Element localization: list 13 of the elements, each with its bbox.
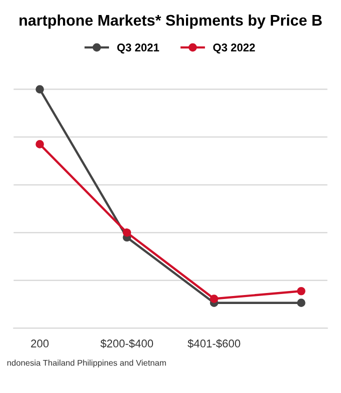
point [297, 298, 306, 307]
legend-label: Q3 2021 [117, 44, 160, 54]
point [122, 228, 132, 237]
point [297, 286, 306, 296]
x-tick-label: $401-$600 [188, 339, 240, 348]
point [36, 140, 44, 148]
text: ndonesia Thailand Philippines and Vietnam [7, 360, 166, 368]
x-tick-label: $200-$400 [100, 339, 154, 348]
legend-label: Q3 2022 [213, 44, 255, 54]
chart-title: nartphone Markets* Shipments by Price B [20, 14, 322, 29]
point [36, 85, 44, 94]
x-tick-label: 200 [31, 340, 49, 348]
point [210, 294, 218, 303]
